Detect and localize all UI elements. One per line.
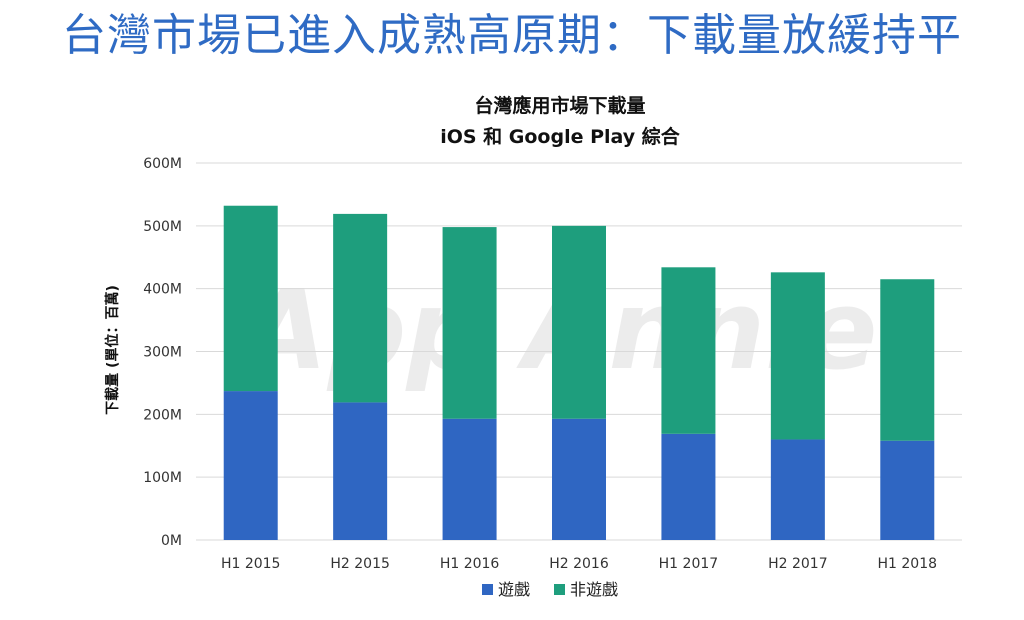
y-tick-label: 0M (161, 533, 182, 549)
x-tick-label: H1 2016 (440, 556, 500, 572)
x-tick-label: H1 2015 (221, 556, 281, 572)
legend: 遊戲 非遊戲 (482, 580, 618, 599)
x-tick-label: H1 2017 (659, 556, 719, 572)
x-tick-label: H2 2016 (549, 556, 609, 572)
bar-segment (442, 227, 497, 419)
y-tick-label: 600M (143, 156, 182, 172)
bar-segment (880, 440, 935, 540)
legend-label: 遊戲 (498, 580, 530, 599)
legend-swatch (554, 584, 565, 595)
legend-label: 非遊戲 (570, 580, 618, 599)
bar-segment (333, 213, 388, 403)
bar-segment (333, 402, 388, 540)
stacked-bar-chart: App Annie 台灣應用市場下載量 iOS 和 Google Play 綜合… (104, 94, 962, 599)
y-tick-label: 200M (143, 407, 182, 423)
x-tick-label: H2 2017 (768, 556, 828, 572)
y-tick-label: 100M (143, 470, 182, 486)
y-tick-label: 500M (143, 219, 182, 235)
chart-subtitle: iOS 和 Google Play 綜合 (440, 125, 681, 148)
chart-title: 台灣應用市場下載量 (474, 94, 645, 117)
y-axis-label: 下載量 (單位：百萬) (104, 285, 121, 415)
y-tick-label: 400M (143, 282, 182, 298)
x-tick-label: H1 2018 (878, 556, 938, 572)
bar-segment (552, 225, 606, 419)
page-headline: 台灣市場已進入成熟高原期：下載量放緩持平 (62, 10, 962, 61)
bar-segment (223, 205, 278, 392)
grid-layer: 0M 100M 200M 300M 400M 500M 600M (143, 156, 962, 549)
chart-container: App Annie 台灣應用市場下載量 iOS 和 Google Play 綜合… (0, 80, 1024, 616)
bar-segment (442, 418, 497, 540)
bar-segment (880, 279, 935, 441)
bar-segment (552, 418, 606, 540)
y-tick-label: 300M (143, 345, 182, 361)
bar-segment (661, 267, 716, 434)
legend-swatch (482, 584, 493, 595)
bar-segment (661, 433, 716, 540)
bar-segment (770, 439, 825, 540)
bar-segment (770, 272, 825, 440)
x-tick-layer: H1 2015 H2 2015 H1 2016 H2 2016 H1 2017 H2 20… (221, 556, 937, 572)
x-tick-label: H2 2015 (330, 556, 390, 572)
bar-layer (223, 205, 935, 540)
bar-segment (223, 391, 278, 540)
